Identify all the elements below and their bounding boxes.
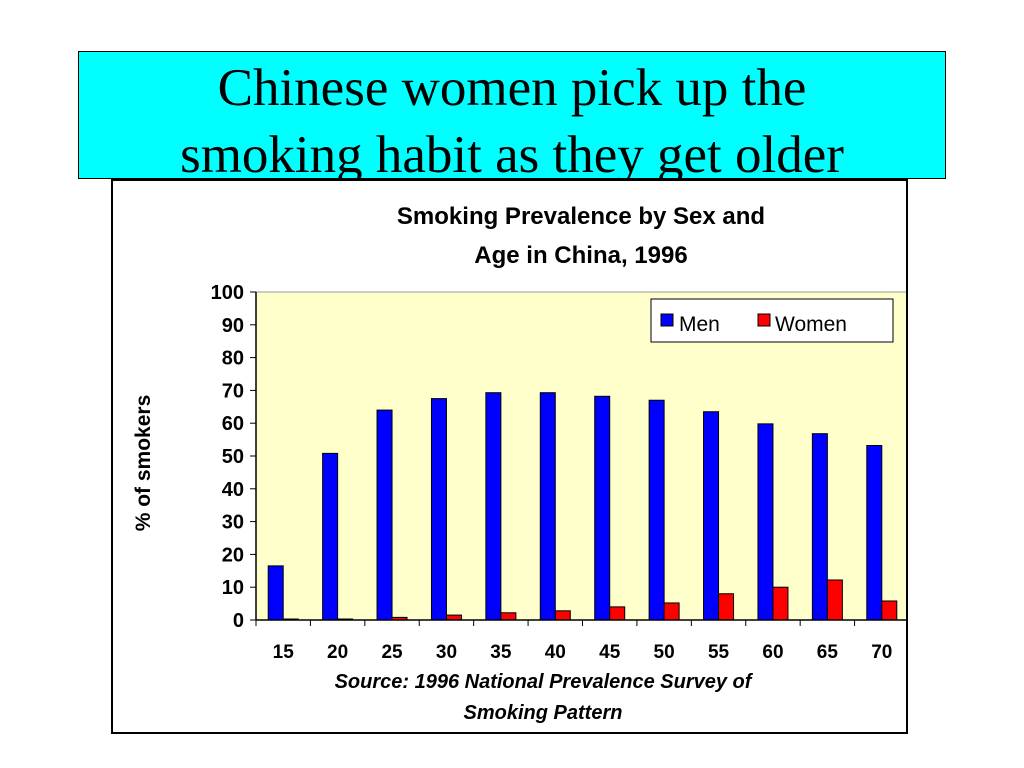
legend: Men Women <box>650 298 894 343</box>
x-tick-label-15: 15 <box>273 642 295 663</box>
bar-women-40 <box>554 610 571 621</box>
slide-title-line-1: Chinese women pick up the <box>217 59 807 117</box>
chart-frame: Smoking Prevalence by Sex and Age in Chi… <box>111 179 908 734</box>
x-tick-label-50: 50 <box>654 642 675 663</box>
chart-title-line-1: Smoking Prevalence by Sex and <box>397 203 765 230</box>
slide-title-line-2: smoking habit as they get older <box>180 126 844 179</box>
bar-women-45 <box>609 606 626 621</box>
bar-men-60 <box>757 423 774 621</box>
bar-men-40 <box>539 392 556 621</box>
x-tick-label-20: 20 <box>327 642 348 663</box>
legend-box <box>650 298 894 343</box>
x-tick-label-25: 25 <box>381 642 403 663</box>
bar-men-65 <box>811 433 828 621</box>
x-tick-label-70: 70 <box>871 642 892 663</box>
x-tick-label-45: 45 <box>599 642 621 663</box>
bar-men-70 <box>866 445 883 621</box>
slide-title-box: Chinese women pick up the smoking habit … <box>78 51 946 179</box>
bar-men-25 <box>376 409 393 621</box>
x-tick-label-40: 40 <box>545 642 566 663</box>
axes-group: 15 20 25 30 35 40 45 50 55 60 65 70 0 10 20 30 40 50 60 70 8… <box>211 282 906 663</box>
bar-men-50 <box>648 399 665 621</box>
bar-women-35 <box>500 612 517 621</box>
y-tick-label-70: 70 <box>222 380 244 402</box>
bar-women-60 <box>772 586 789 621</box>
x-tick-label-65: 65 <box>817 642 839 663</box>
x-tick-label-55: 55 <box>708 642 730 663</box>
plot-area <box>255 291 906 621</box>
bar-men-15 <box>267 565 284 621</box>
y-tick-label-90: 90 <box>222 315 244 337</box>
y-tick-label-30: 30 <box>222 512 244 534</box>
chart-title-line-2: Age in China, 1996 <box>474 242 687 269</box>
legend-label-women: Women <box>775 313 847 336</box>
x-tick-label-35: 35 <box>490 642 512 663</box>
bar-women-65 <box>826 579 843 621</box>
bar-men-20 <box>322 452 339 621</box>
legend-swatch-women <box>757 313 771 327</box>
source-line-2: Smoking Pattern <box>464 702 623 724</box>
bar-men-55 <box>703 411 720 621</box>
y-tick-label-60: 60 <box>222 413 244 435</box>
y-tick-label-20: 20 <box>222 544 244 566</box>
legend-swatch-men <box>660 313 674 327</box>
y-tick-label-10: 10 <box>222 577 244 599</box>
y-tick-label-50: 50 <box>222 446 244 468</box>
x-tick-label-60: 60 <box>762 642 783 663</box>
y-axis-label: % of smokers <box>132 395 155 532</box>
source-line-1: Source: 1996 National Prevalence Survey … <box>335 671 754 693</box>
bar-chart: Smoking Prevalence by Sex and Age in Chi… <box>132 203 906 724</box>
bar-women-55 <box>718 593 735 621</box>
bar-women-50 <box>663 602 680 621</box>
bar-men-45 <box>594 395 611 621</box>
y-tick-label-80: 80 <box>222 348 244 370</box>
legend-label-men: Men <box>679 313 720 336</box>
x-tick-label-30: 30 <box>436 642 457 663</box>
y-tick-label-100: 100 <box>211 282 244 304</box>
y-tick-label-40: 40 <box>222 479 244 501</box>
y-tick-label-0: 0 <box>233 610 244 632</box>
bars-group <box>267 392 898 621</box>
bar-women-70 <box>881 600 898 621</box>
bar-men-35 <box>485 392 502 621</box>
bar-men-30 <box>430 398 447 621</box>
